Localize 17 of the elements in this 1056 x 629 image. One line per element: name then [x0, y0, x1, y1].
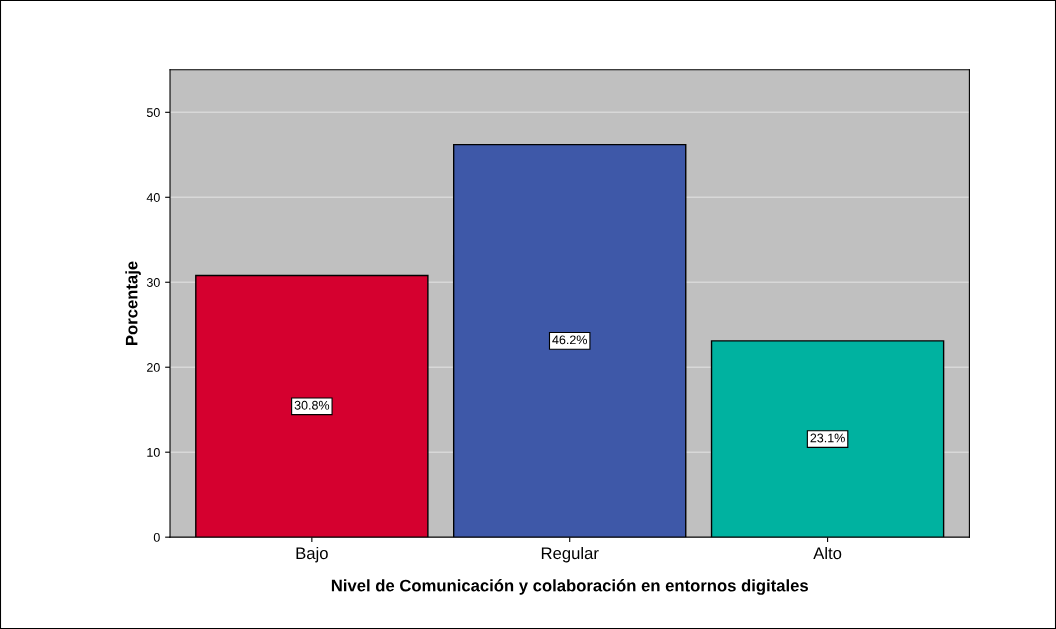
x-tick-label: Bajo: [296, 546, 328, 563]
bar: [710, 340, 945, 538]
y-axis-title: Porcentaje: [125, 261, 141, 345]
data-label: 23.1%: [810, 433, 845, 443]
x-tick-label: Alto: [813, 546, 842, 560]
y-tick-label: 0: [153, 532, 160, 542]
x-tick-label: Regular: [541, 546, 599, 563]
y-tick-label: 20: [147, 363, 160, 372]
y-tick-label: 50: [146, 108, 160, 117]
y-tick-label: 40: [146, 193, 160, 202]
y-tick-label: 10: [147, 447, 160, 457]
y-tick-label: 30: [146, 278, 160, 287]
data-label: 30.8%: [294, 400, 330, 410]
bar: [195, 274, 429, 538]
data-label: 46.2%: [552, 335, 587, 345]
bar: [452, 143, 687, 538]
x-axis-title: Nivel de Comunicación y colaboración en entornos digitales: [331, 579, 808, 595]
